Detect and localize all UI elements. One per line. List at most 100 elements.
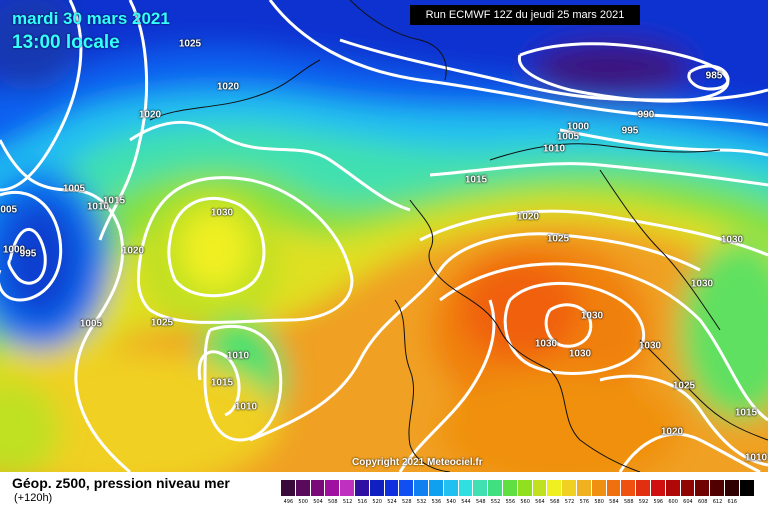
color-swatch	[488, 480, 503, 496]
isobar-label: 1020	[121, 245, 145, 257]
isobar-label: 1025	[178, 38, 202, 50]
isobar-label: 1030	[210, 207, 234, 219]
color-swatch	[517, 480, 533, 496]
color-swatch	[295, 480, 311, 496]
legend-footer: Géop. z500, pression niveau mer (+120h) …	[0, 472, 768, 512]
isobar-label: 1005	[62, 183, 86, 195]
color-swatch	[532, 480, 548, 496]
color-scale-value: 548	[475, 499, 486, 505]
isobar-label: 1030	[638, 340, 662, 352]
color-swatch	[354, 480, 370, 496]
isobar-label: 1000	[566, 121, 590, 133]
isobar-label: 1005	[79, 318, 103, 330]
color-scale-value: 600	[668, 499, 678, 505]
color-scale-value: 536	[431, 499, 442, 505]
isobar-label: 1010	[234, 401, 258, 413]
color-swatch	[325, 480, 341, 496]
isobar-label: 990	[637, 109, 655, 121]
isobar-label: 1030	[690, 278, 714, 290]
color-scale-value: 568	[549, 499, 560, 505]
color-swatch	[636, 480, 651, 496]
isobar-label: 1020	[660, 426, 684, 438]
color-swatch	[310, 480, 326, 496]
color-scale-value: 584	[609, 499, 619, 505]
color-scale-value: 512	[342, 499, 353, 505]
model-run-label: Run ECMWF 12Z du jeudi 25 mars 2021	[410, 5, 640, 25]
forecast-date: mardi 30 mars 2021	[12, 9, 170, 28]
isobar-label: 1020	[516, 211, 540, 223]
isobar-lines	[0, 0, 768, 472]
isobar-label: 1005	[0, 204, 18, 216]
color-scale-value: 524	[387, 499, 397, 505]
color-scale-value: 496	[283, 499, 294, 505]
color-scale-value: 580	[594, 499, 604, 505]
weather-map: mardi 30 mars 2021 13:00 locale Run ECMW…	[0, 0, 768, 472]
color-swatch	[428, 480, 444, 496]
geopotential-field	[0, 0, 768, 472]
legend-subtitle: (+120h)	[14, 492, 53, 504]
color-scale-value: 520	[372, 499, 382, 505]
color-scale-value: 540	[446, 499, 456, 505]
isobar-label: 1015	[734, 407, 758, 419]
isobar-label: 1010	[86, 201, 110, 213]
color-swatch	[562, 480, 577, 496]
isobar-label: 1015	[464, 174, 488, 186]
coastlines	[149, 0, 768, 472]
color-scale-value: 612	[712, 499, 723, 505]
color-swatch	[710, 480, 725, 496]
color-scale-labels: 496 500 504 508 512 516 520 524 528 532 536 540 544 5…	[281, 499, 740, 505]
color-scale-value: 508	[328, 499, 338, 505]
isobar-label: 1005	[556, 131, 580, 143]
color-swatch	[281, 480, 296, 496]
color-swatch	[724, 480, 740, 496]
color-swatch	[576, 480, 592, 496]
color-swatch	[606, 480, 622, 496]
color-scale-value: 552	[490, 499, 501, 505]
isobar-label: 1020	[216, 81, 240, 93]
color-scale-value: 532	[416, 499, 427, 505]
isobar-label: 995	[621, 125, 639, 137]
color-swatch	[680, 480, 696, 496]
color-scale-value: 504	[313, 499, 323, 505]
color-swatch	[414, 480, 429, 496]
color-scale-value: 588	[623, 499, 634, 505]
color-field	[0, 0, 768, 472]
color-swatch	[695, 480, 711, 496]
isobar-label: 1010	[542, 143, 566, 155]
color-swatch	[739, 480, 755, 496]
color-swatch	[502, 480, 518, 496]
color-swatch	[547, 480, 563, 496]
color-swatch	[340, 480, 355, 496]
isobar-label: 1000	[2, 244, 26, 256]
color-swatch	[384, 480, 400, 496]
color-swatch	[665, 480, 681, 496]
color-scale-value: 516	[357, 499, 368, 505]
color-swatch	[458, 480, 474, 496]
isobar-label: 1020	[138, 109, 162, 121]
color-swatch	[650, 480, 666, 496]
forecast-time: 13:00 locale	[12, 32, 120, 53]
isobar-label: 995	[19, 248, 37, 260]
isobar-label: 985	[705, 70, 723, 82]
isobar-label: 1010	[226, 350, 250, 362]
color-scale-value: 528	[402, 499, 412, 505]
isobar-label: 1025	[546, 233, 570, 245]
isobar-label: 1015	[210, 377, 234, 389]
color-scale-value: 560	[520, 499, 530, 505]
color-scale-value: 576	[579, 499, 590, 505]
isobar-label: 1030	[720, 234, 744, 246]
isobar-label: 1010	[744, 452, 768, 464]
color-scale-value: 544	[461, 499, 471, 505]
color-scale	[281, 480, 755, 496]
legend-title: Géop. z500, pression niveau mer	[12, 475, 230, 491]
color-swatch	[621, 480, 637, 496]
isobar-label: 1030	[568, 348, 592, 360]
color-scale-value: 608	[697, 499, 708, 505]
color-scale-value: 616	[727, 499, 738, 505]
color-scale-value: 556	[505, 499, 516, 505]
isobar-label: 1025	[672, 380, 696, 392]
color-scale-value: 572	[564, 499, 575, 505]
color-scale-value: 604	[683, 499, 693, 505]
color-scale-value: 592	[638, 499, 649, 505]
color-swatch	[473, 480, 489, 496]
